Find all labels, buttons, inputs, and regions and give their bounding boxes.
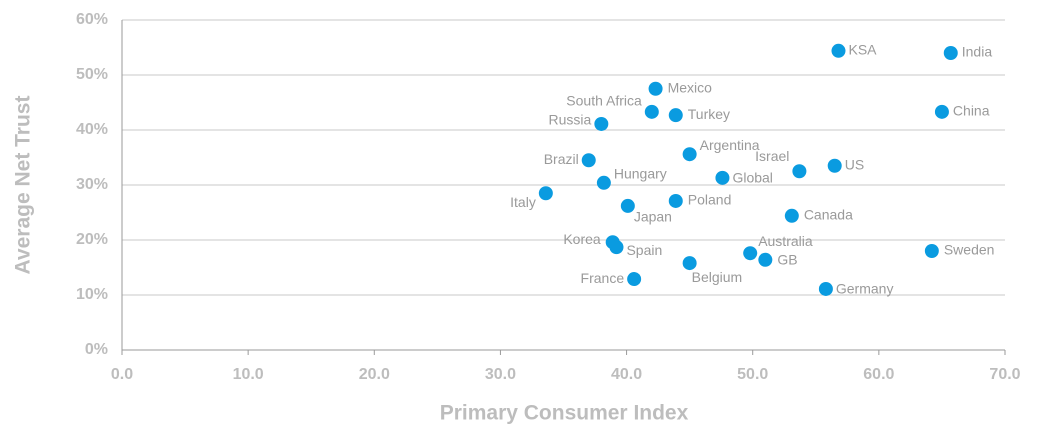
y-tick-label: 40% [76,121,108,138]
point [620,198,635,213]
point-label: Korea [563,231,601,247]
point [715,170,730,185]
point-label: Italy [510,194,536,210]
point [596,175,611,190]
point-label: Russia [549,112,592,128]
point-label: KSA [848,42,877,58]
point-label: Global [732,170,772,186]
point-label: Turkey [688,106,730,122]
point-label: Brazil [544,151,579,167]
point [682,256,697,271]
point-label: Japan [634,209,672,225]
x-tick-label: 10.0 [233,366,264,383]
point [644,104,659,119]
point-label: Hungary [614,166,667,182]
y-axis-title: Average Net Trust [12,96,35,275]
point-label: Sweden [944,242,995,258]
x-tick-label: 40.0 [611,366,642,383]
point [609,240,624,255]
point-label: France [581,270,625,286]
point [758,252,773,267]
point [943,46,958,60]
x-tick-label: 30.0 [485,366,516,383]
x-tick-label: 0.0 [111,366,133,383]
y-tick-label: 60% [76,11,108,28]
point [924,244,939,258]
point-label: Argentina [700,137,760,153]
point-label: Spain [626,242,662,258]
point [792,164,807,179]
point-label: South Africa [566,93,642,109]
y-tick-label: 50% [76,66,108,83]
y-tick-label: 20% [76,231,108,248]
point [581,153,596,168]
point [668,108,683,123]
point-label: China [953,103,990,119]
point [831,43,846,58]
point-label: Belgium [692,269,743,285]
point-label: Canada [804,207,853,223]
point-label: Australia [758,233,813,249]
point [627,272,642,287]
x-tick-label: 50.0 [737,366,768,383]
point [594,116,609,131]
y-tick-label: 30% [76,176,108,193]
point [784,208,799,223]
point [648,81,663,96]
point-label: Israel [755,148,789,164]
point [668,193,683,208]
point [827,158,842,173]
point-label: GB [777,252,797,268]
point-label: Germany [836,281,894,297]
x-tick-label: 20.0 [359,366,390,383]
y-tick-label: 10% [76,286,108,303]
point-label: Mexico [668,79,713,95]
point-label: US [845,156,864,172]
x-tick-label: 70.0 [989,366,1020,383]
point-label: Poland [688,192,732,208]
point [743,246,758,261]
point [538,186,553,201]
point [934,104,949,119]
x-tick-label: 60.0 [863,366,894,383]
point [818,281,833,296]
point-label: India [962,44,993,60]
y-tick-label: 0% [85,341,108,358]
point [682,147,697,162]
x-axis-title: Primary Consumer Index [440,402,689,425]
